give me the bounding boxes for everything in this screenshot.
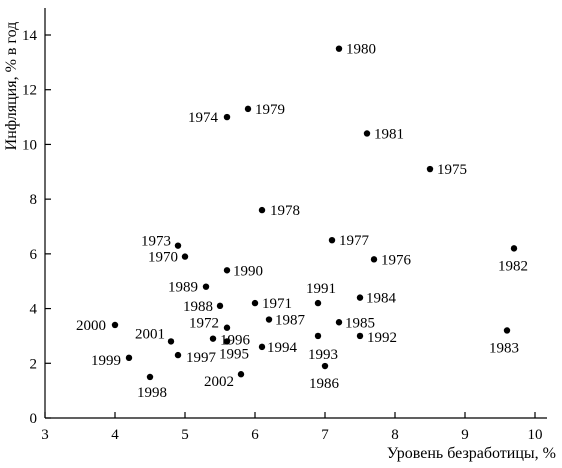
data-point-1985: [335, 319, 343, 326]
point-label-1978: 1978: [270, 203, 300, 219]
point-labels: 1970 1971 1972 1973 1974 1975 1976 1977 1978 1979…: [76, 42, 528, 401]
data-point-1997: [174, 351, 182, 359]
data-point-1977: [328, 236, 336, 244]
x-tick-label: 5: [181, 427, 189, 443]
point-label-1985: 1985: [345, 315, 375, 331]
point-label-1995: 1995: [219, 346, 249, 362]
x-tick-label: 3: [41, 427, 49, 443]
x-tick-label: 6: [251, 427, 259, 443]
y-tick-label: 4: [30, 302, 38, 318]
data-point-1991: [314, 299, 322, 307]
x-tick-label: 8: [391, 427, 399, 443]
point-label-1977: 1977: [339, 233, 370, 249]
point-label-1974: 1974: [188, 110, 219, 126]
data-point-1976: [370, 256, 378, 263]
y-tick-label: 12: [22, 83, 37, 99]
point-label-1975: 1975: [437, 162, 467, 178]
data-point-1973: [174, 242, 182, 249]
data-point-1979: [244, 105, 252, 113]
y-tick-label: 2: [30, 356, 38, 372]
data-point-1974: [223, 113, 231, 121]
x-tick-label: 9: [461, 427, 469, 443]
y-tick-label: 0: [30, 411, 38, 427]
data-point-1994: [258, 343, 266, 351]
point-label-1970: 1970: [148, 250, 178, 266]
point-label-2001: 2001: [135, 326, 165, 342]
point-label-1982: 1982: [498, 258, 528, 274]
x-tick-label: 7: [321, 427, 329, 443]
point-label-1979: 1979: [255, 102, 285, 118]
x-tick-label: 4: [111, 427, 119, 443]
axis-ticks: 3 4 5 6 7 8 9 10 0 2 4 6 8 10 12 14: [22, 28, 543, 443]
data-point-1989: [202, 283, 210, 290]
y-tick-label: 6: [30, 247, 38, 263]
point-label-1990: 1990: [233, 263, 263, 279]
data-point-2000: [111, 321, 119, 329]
y-tick-label: 10: [22, 137, 37, 153]
data-point-1970: [181, 253, 189, 260]
data-point-1988: [216, 302, 224, 310]
point-label-1993: 1993: [308, 347, 338, 363]
data-point-2002: [237, 371, 245, 378]
point-label-1989: 1989: [168, 280, 198, 296]
data-point-1993: [314, 332, 322, 340]
point-label-1983: 1983: [489, 340, 519, 356]
point-label-1971: 1971: [262, 296, 292, 312]
point-label-1980: 1980: [346, 42, 376, 58]
point-label-1988: 1988: [183, 299, 213, 315]
y-tick-label: 8: [30, 192, 38, 208]
point-label-1987: 1987: [275, 313, 306, 329]
data-point-1981: [363, 130, 371, 137]
point-label-1996: 1996: [220, 333, 251, 349]
point-label-1981: 1981: [374, 126, 404, 142]
y-tick-label: 14: [22, 28, 38, 44]
point-label-1972: 1972: [189, 316, 219, 332]
data-point-1990: [223, 267, 231, 274]
data-point-1992: [356, 332, 364, 340]
point-label-2000: 2000: [76, 318, 106, 334]
point-label-2002: 2002: [204, 374, 234, 390]
data-point-1996: [209, 335, 217, 342]
y-axis-title: Инфляция, % в год: [3, 22, 20, 151]
data-point-1986: [321, 362, 329, 370]
point-label-1994: 1994: [267, 340, 298, 356]
point-label-1998: 1998: [137, 385, 167, 401]
data-point-1987: [265, 316, 273, 323]
point-label-1997: 1997: [186, 350, 217, 366]
data-point-2001: [167, 338, 175, 345]
x-tick-label: 10: [528, 427, 543, 443]
point-label-1984: 1984: [366, 291, 397, 307]
point-label-1973: 1973: [141, 234, 171, 250]
data-point-1983: [503, 327, 511, 334]
axes: [44, 8, 547, 419]
data-point-1999: [125, 354, 133, 362]
point-label-1976: 1976: [381, 252, 412, 268]
data-points: [111, 45, 518, 381]
point-label-1986: 1986: [309, 376, 340, 392]
point-label-1991: 1991: [306, 281, 336, 297]
data-point-1998: [146, 373, 154, 381]
x-axis-title: Уровень безработицы, %: [387, 445, 556, 462]
point-label-1992: 1992: [367, 330, 397, 346]
data-point-1972: [223, 324, 231, 331]
data-point-1984: [356, 294, 364, 301]
data-point-1971: [251, 299, 259, 307]
data-point-1980: [335, 45, 343, 52]
point-label-1999: 1999: [91, 353, 121, 369]
data-point-1982: [510, 245, 518, 252]
data-point-1978: [258, 206, 266, 214]
data-point-1975: [426, 165, 434, 173]
data-point-1995: [223, 338, 231, 345]
